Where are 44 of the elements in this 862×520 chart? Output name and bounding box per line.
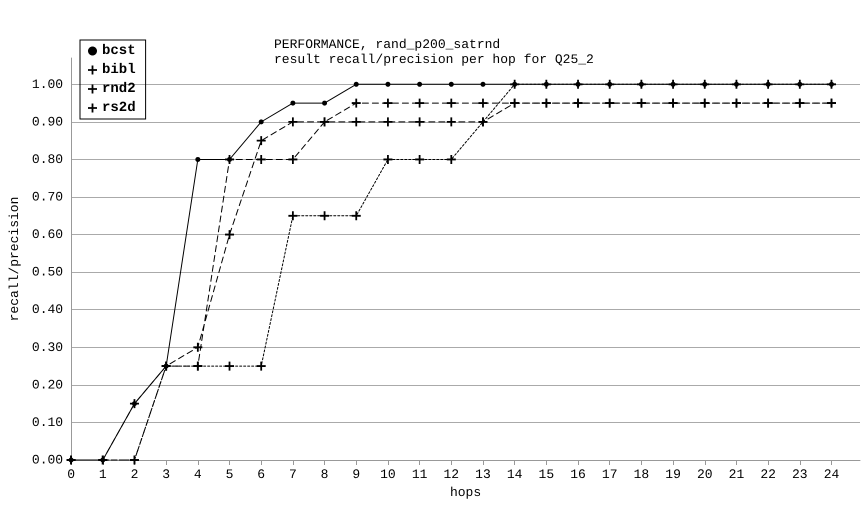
y-tick-label: 0.60	[32, 227, 64, 242]
y-tick-label: 0.10	[32, 414, 64, 430]
y-tick-label: 0.30	[32, 340, 64, 355]
y-tick-label: 0.20	[32, 377, 64, 392]
x-tick-label: 7	[288, 467, 297, 482]
x-tick-label: 12	[443, 467, 460, 482]
x-tick-label: 21	[728, 467, 744, 482]
legend-label: rnd2	[102, 81, 136, 97]
x-tick-label: 16	[570, 467, 586, 482]
x-tick-label: 3	[162, 467, 170, 482]
x-tick-label: 1	[98, 467, 107, 482]
x-tick-label: 15	[538, 467, 554, 482]
x-tick-label: 13	[475, 467, 491, 482]
x-tick-label: 22	[760, 467, 776, 482]
y-tick-label: 0.00	[32, 452, 64, 468]
y-tick-label: 0.50	[32, 264, 64, 280]
x-tick-label: 0	[67, 467, 76, 482]
x-tick-label: 23	[792, 467, 808, 482]
x-tick-label: 19	[665, 467, 681, 482]
x-tick-label: 5	[226, 467, 234, 482]
legend-label: rs2d	[102, 100, 136, 116]
x-tick-label: 9	[352, 467, 360, 482]
chart-title: PERFORMANCE, rand_p200_satrnd	[274, 37, 500, 52]
x-tick-label: 6	[257, 467, 266, 482]
x-tick-label: 8	[320, 467, 328, 482]
legend-label: bcst	[102, 43, 136, 59]
x-axis-title: hops	[450, 485, 482, 500]
x-tick-label: 24	[824, 467, 840, 482]
y-tick-label: 0.40	[32, 302, 64, 318]
x-tick-label: 4	[194, 467, 202, 482]
x-tick-label: 17	[602, 467, 618, 482]
x-tick-label: 20	[696, 467, 713, 482]
x-tick-label: 2	[130, 467, 138, 482]
x-tick-label: 18	[634, 467, 650, 482]
x-tick-label: 10	[380, 467, 396, 482]
y-tick-label: 1.00	[32, 76, 64, 92]
y-tick-label: 0.90	[32, 114, 64, 130]
legend-label: bibl	[102, 62, 136, 78]
y-tick-label: 0.70	[32, 190, 64, 205]
x-tick-label: 14	[506, 467, 523, 482]
chart-subtitle: result recall/precision per hop for Q25_2	[274, 52, 594, 67]
x-tick-label: 11	[412, 467, 428, 482]
y-tick-label: 0.80	[32, 152, 64, 167]
y-axis-title: recall/precision	[7, 196, 22, 322]
